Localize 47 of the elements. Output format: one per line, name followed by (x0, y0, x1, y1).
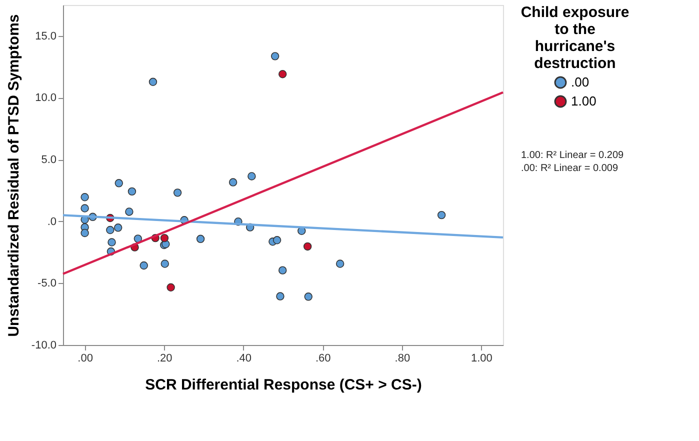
y-tick-label: .0 (47, 216, 56, 228)
point (125, 208, 134, 216)
point (270, 52, 280, 60)
point (173, 188, 182, 197)
x-tick-label: .40 (236, 352, 252, 364)
text: .00: R² Linear = 0.009 (521, 163, 618, 174)
point (336, 260, 344, 268)
point (304, 292, 312, 301)
point (108, 238, 116, 246)
point (148, 78, 158, 86)
point (140, 261, 148, 270)
point (278, 266, 287, 274)
point (272, 236, 282, 244)
point (80, 204, 89, 212)
point (278, 70, 287, 78)
x-tick-label: .20 (156, 352, 172, 364)
point (160, 260, 169, 268)
point (248, 172, 256, 180)
x-tick-label: .60 (315, 352, 331, 364)
legend-label: 1.00 (571, 94, 596, 108)
point (166, 283, 175, 292)
y-axis-title: Unstandardized Residual of PTSD Symptoms (5, 14, 22, 337)
y-tick-label: 10.0 (35, 92, 56, 104)
point (80, 193, 89, 202)
x-tick-label: .80 (394, 352, 410, 364)
point (114, 224, 122, 232)
point (114, 179, 123, 188)
point (128, 187, 136, 196)
x-axis-title: SCR Differential Response (CS+ > CS-) (145, 376, 422, 394)
point (196, 234, 205, 244)
y-tick-label: 15.0 (35, 30, 56, 42)
point (106, 226, 114, 234)
legend-label: .00 (571, 74, 590, 90)
point (276, 292, 284, 300)
point (160, 234, 169, 242)
point (134, 234, 142, 243)
point (437, 210, 446, 220)
point (228, 178, 238, 186)
y-tick-label: -5.0 (38, 278, 56, 290)
point (80, 228, 89, 238)
point (303, 242, 312, 251)
text: 1.00: R² Linear = 0.209 (521, 150, 624, 161)
x-tick-label: 1.00 (470, 352, 492, 364)
y-tick-label: 5.0 (41, 154, 56, 166)
legend-title: Child exposure to the hurricane's destruction (520, 4, 630, 72)
x-tick-label: .00 (78, 352, 93, 364)
y-tick-label: -10.0 (31, 340, 56, 352)
